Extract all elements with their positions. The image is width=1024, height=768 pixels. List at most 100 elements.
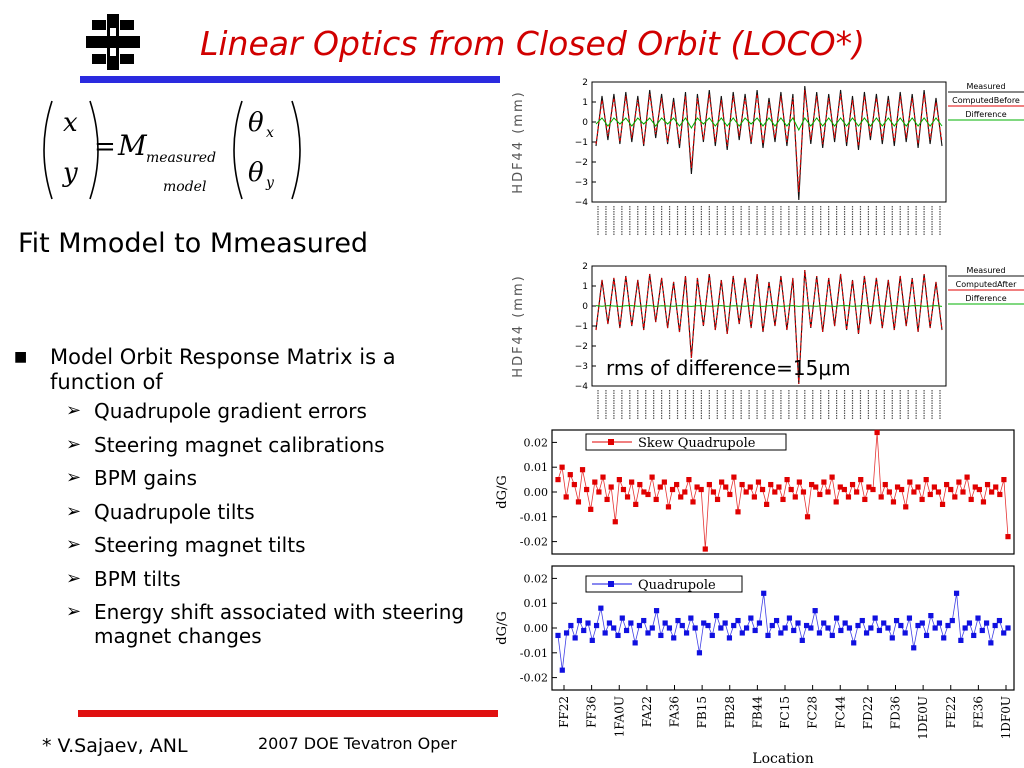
data-point bbox=[584, 486, 590, 493]
data-point bbox=[723, 484, 729, 490]
x-tick-label: FB44 bbox=[750, 696, 764, 729]
data-point bbox=[688, 615, 694, 621]
eq-equals: = bbox=[94, 132, 116, 162]
data-point bbox=[984, 481, 991, 488]
sub-bullet: ➢ Energy shift associated with steering m… bbox=[66, 600, 465, 648]
data-point bbox=[666, 625, 673, 631]
x-tick-label: FE36 bbox=[971, 696, 985, 728]
y-tick-label: −1 bbox=[575, 322, 588, 332]
data-point bbox=[765, 632, 771, 639]
data-point bbox=[800, 489, 807, 495]
data-point bbox=[993, 484, 999, 490]
data-point bbox=[722, 620, 728, 626]
data-point bbox=[833, 499, 839, 505]
x-tick-label: FC28 bbox=[806, 696, 820, 729]
data-point bbox=[620, 486, 627, 493]
y-tick-label: 0.01 bbox=[524, 597, 549, 610]
data-point bbox=[653, 496, 659, 503]
data-point bbox=[563, 630, 570, 636]
data-point bbox=[889, 635, 895, 641]
x-tick-label: 1DE0U bbox=[916, 696, 930, 740]
data-point bbox=[841, 486, 847, 493]
data-point bbox=[705, 622, 711, 629]
data-point bbox=[778, 630, 784, 636]
data-point bbox=[935, 489, 942, 495]
x-tick-label: FD22 bbox=[861, 696, 875, 729]
data-point bbox=[641, 617, 647, 624]
eq-theta-x: θ bbox=[248, 108, 264, 138]
data-point bbox=[849, 481, 856, 488]
data-point bbox=[714, 496, 721, 503]
data-point bbox=[927, 491, 933, 498]
data-point bbox=[870, 486, 876, 493]
data-point bbox=[780, 496, 786, 503]
data-point bbox=[829, 632, 835, 639]
data-point bbox=[604, 496, 610, 503]
sub-bullet: ➢ Steering magnet tilts bbox=[66, 533, 306, 557]
data-point bbox=[571, 481, 577, 488]
data-point bbox=[739, 630, 745, 636]
legend-marker bbox=[608, 439, 614, 445]
series-line-0 bbox=[595, 85, 943, 201]
data-point bbox=[769, 622, 775, 629]
data-point bbox=[858, 477, 864, 483]
data-point bbox=[596, 489, 602, 495]
data-point bbox=[812, 608, 818, 614]
x-tick-label: FF36 bbox=[585, 696, 599, 728]
data-point bbox=[624, 494, 631, 500]
data-point bbox=[868, 625, 874, 631]
data-point bbox=[878, 494, 884, 500]
data-point bbox=[960, 489, 966, 495]
right-paren-open bbox=[233, 100, 243, 200]
data-point bbox=[919, 620, 925, 626]
y-tick-label: 0.00 bbox=[524, 486, 549, 499]
y-tick-label: −1 bbox=[575, 138, 588, 148]
y-tick-label: 2 bbox=[582, 78, 588, 88]
data-point bbox=[966, 620, 973, 626]
data-point bbox=[748, 615, 754, 621]
data-point bbox=[795, 620, 801, 626]
data-point bbox=[975, 615, 981, 621]
data-point bbox=[931, 484, 937, 490]
sub-bullet: ➢ BPM tilts bbox=[66, 566, 181, 591]
y-tick-label: 0 bbox=[582, 302, 588, 312]
data-point bbox=[786, 615, 793, 621]
legend-entry: ComputedAfter bbox=[956, 280, 1017, 289]
x-axis-label: Location bbox=[752, 751, 813, 767]
data-point bbox=[821, 620, 827, 626]
data-point bbox=[881, 620, 887, 626]
data-point bbox=[845, 494, 852, 500]
data-point bbox=[979, 627, 985, 634]
y-tick-label: −3 bbox=[575, 362, 588, 372]
y-axis-label: dG/G bbox=[495, 611, 510, 644]
eq-theta-y: θ bbox=[248, 158, 264, 188]
data-point bbox=[759, 486, 766, 493]
x-tick-label: FB15 bbox=[695, 696, 709, 728]
data-point bbox=[679, 622, 685, 629]
square-bullet-icon: ■ bbox=[14, 349, 28, 365]
data-point bbox=[851, 640, 857, 646]
data-point bbox=[997, 491, 1003, 498]
data-point bbox=[615, 632, 621, 639]
data-point bbox=[653, 608, 660, 614]
data-point bbox=[702, 546, 708, 552]
data-point bbox=[894, 484, 901, 490]
data-point bbox=[713, 613, 720, 619]
data-point bbox=[958, 637, 964, 643]
arrow-bullet-icon: ➢ bbox=[66, 534, 82, 555]
legend-entry: Measured bbox=[966, 82, 1005, 91]
data-point bbox=[645, 491, 651, 498]
y-tick-label: −3 bbox=[575, 178, 588, 188]
data-point bbox=[608, 484, 614, 490]
data-point bbox=[628, 620, 634, 626]
x-tick-label: FE22 bbox=[944, 696, 958, 728]
y-axis-label: HDF44 (mm) bbox=[511, 274, 526, 377]
data-point bbox=[813, 484, 819, 490]
arrow-bullet-icon: ➢ bbox=[66, 500, 82, 522]
data-point bbox=[694, 484, 700, 490]
data-point bbox=[602, 630, 608, 636]
data-point bbox=[727, 491, 733, 498]
data-point bbox=[719, 479, 725, 485]
sub-bullet: ➢ Quadrupole tilts bbox=[66, 499, 255, 524]
data-point bbox=[747, 484, 753, 490]
